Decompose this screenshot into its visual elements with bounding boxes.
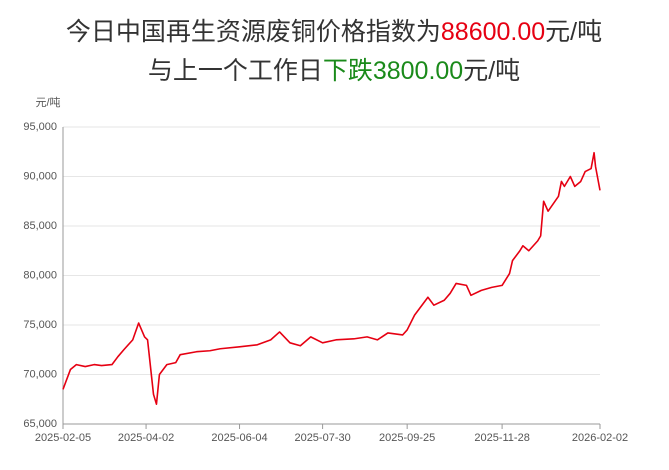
x-tick-label: 2025-07-30 [294, 432, 350, 444]
title-part: 元/吨 [463, 57, 520, 85]
x-tick-label: 2026-02-02 [572, 432, 628, 444]
line-series [62, 151, 601, 405]
y-tick-label: 95,000 [23, 121, 57, 133]
title-part: 88600.00 [441, 18, 545, 46]
chart-title: 今日中国再生资源废铜价格指数为88600.00元/吨 [66, 18, 602, 46]
y-tick-label: 70,000 [23, 368, 57, 380]
y-tick-label: 85,000 [23, 220, 57, 232]
y-tick-label: 80,000 [23, 269, 57, 281]
y-unit: 元/吨 [35, 96, 60, 109]
title-part: 下跌3800.00 [323, 57, 463, 85]
x-tick-label: 2025-09-25 [379, 432, 435, 444]
x-tick-label: 2025-02-05 [35, 432, 91, 444]
chart-title: 与上一个工作日下跌3800.00元/吨 [148, 57, 520, 85]
x-tick-label: 2025-11-28 [474, 432, 529, 444]
title-part: 今日中国再生资源废铜价格指数为 [66, 18, 441, 46]
x-tick-label: 2025-04-02 [118, 432, 174, 444]
y-tick-label: 65,000 [23, 418, 57, 430]
y-tick-label: 90,000 [23, 170, 57, 182]
y-tick-label: 75,000 [23, 319, 57, 331]
title-part: 元/吨 [545, 18, 602, 46]
x-tick-label: 2025-06-04 [211, 432, 267, 444]
title-part: 与上一个工作日 [148, 57, 323, 85]
